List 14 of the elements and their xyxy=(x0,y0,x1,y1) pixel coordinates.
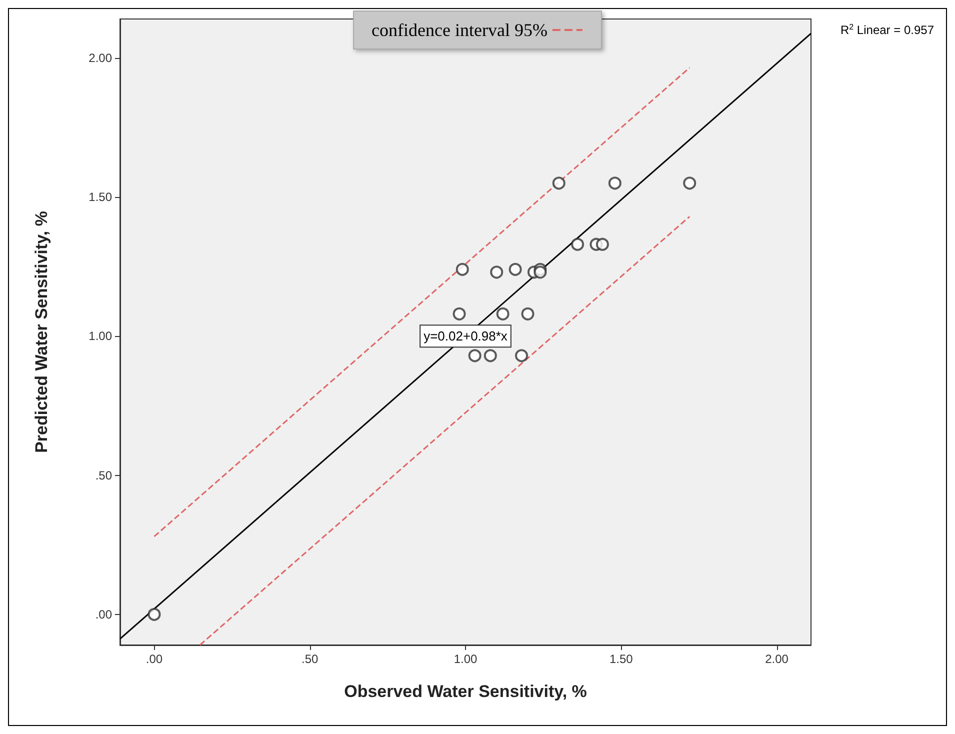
x-tick-label: 1.00 xyxy=(454,652,478,666)
x-tick-label: .00 xyxy=(146,652,163,666)
annotation: y=0.02+0.98*x xyxy=(424,328,508,344)
y-tick-label: .50 xyxy=(95,468,112,482)
y-axis-title: Predicted Water Sensitivity, % xyxy=(32,211,51,453)
y-tick-label: 1.50 xyxy=(88,190,112,204)
x-axis-title: Observed Water Sensitivity, % xyxy=(344,682,587,701)
x-tick-label: 1.50 xyxy=(609,652,634,666)
y-tick-label: 2.00 xyxy=(88,50,112,65)
legend-label: confidence interval 95% xyxy=(372,20,548,40)
y-tick-label: .00 xyxy=(95,607,112,622)
x-tick-label: 2.00 xyxy=(765,652,789,666)
x-tick-label: .50 xyxy=(302,652,319,666)
y-tick-label: 1.00 xyxy=(88,329,112,344)
